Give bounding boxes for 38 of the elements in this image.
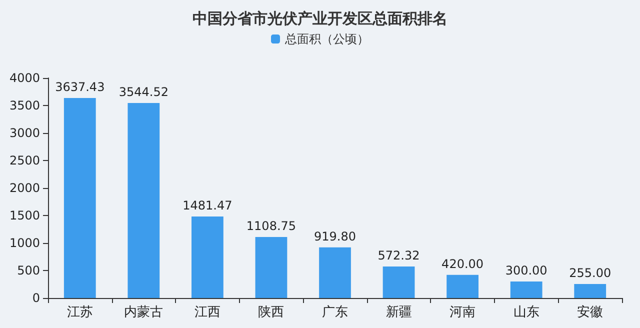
x-tick-label: 河南 (450, 305, 476, 320)
y-tick-label: 1000 (9, 236, 40, 250)
bar (446, 274, 478, 298)
data-label: 1108.75 (246, 219, 296, 234)
x-tick-label: 广东 (322, 305, 348, 320)
y-tick-label: 0 (32, 291, 40, 305)
x-tick-label: 江苏 (66, 305, 93, 320)
x-tick-label: 新疆 (386, 305, 412, 320)
data-label: 572.32 (378, 248, 420, 263)
bar (510, 282, 542, 298)
data-label: 919.80 (314, 229, 356, 244)
x-tick-label: 陕西 (258, 305, 284, 320)
y-tick-label: 2000 (9, 181, 40, 195)
bar (255, 237, 288, 298)
bar (319, 247, 351, 298)
data-label: 3544.52 (118, 85, 168, 100)
data-label: 255.00 (569, 266, 612, 280)
y-tick-label: 3500 (9, 98, 40, 112)
y-tick-label: 500 (17, 264, 40, 278)
y-tick-label: 4000 (9, 71, 40, 85)
y-tick-label: 3000 (9, 126, 40, 140)
data-label: 3637.43 (55, 80, 105, 94)
x-tick-label: 山东 (513, 305, 540, 320)
bar (382, 266, 415, 298)
x-tick-label: 内蒙古 (124, 305, 164, 320)
y-tick-label: 1500 (9, 208, 40, 222)
bar (574, 284, 606, 298)
bar (128, 103, 160, 298)
x-tick-label: 安徽 (577, 304, 604, 320)
data-label: 300.00 (505, 264, 548, 278)
bar (192, 216, 224, 298)
legend-label: 总面积（公顷） (284, 32, 369, 46)
chart-title: 中国分省市光伏产业开发区总面积排名 (192, 10, 448, 28)
y-tick-label: 2500 (9, 154, 40, 168)
data-label: 420.00 (442, 256, 484, 271)
data-label: 1481.47 (182, 198, 232, 213)
bar (64, 98, 96, 298)
x-tick-label: 江西 (194, 305, 220, 320)
